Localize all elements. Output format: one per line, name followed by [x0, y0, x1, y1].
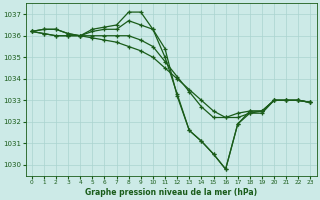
- X-axis label: Graphe pression niveau de la mer (hPa): Graphe pression niveau de la mer (hPa): [85, 188, 257, 197]
